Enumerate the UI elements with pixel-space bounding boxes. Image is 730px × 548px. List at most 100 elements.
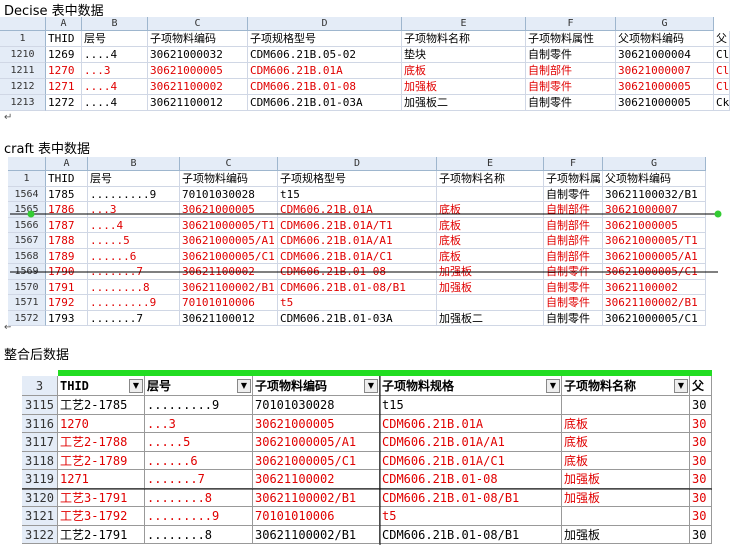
header-cell: THID	[46, 31, 82, 47]
row-number: 3115	[22, 396, 58, 415]
cell: 自制部件	[526, 63, 616, 79]
cell: 自制部件	[544, 248, 603, 264]
cell: 30621100002/B1	[603, 295, 706, 311]
row-number: 1572	[8, 310, 46, 326]
cell: CDM606.21B.01A/C1	[278, 248, 437, 264]
filter-dropdown[interactable]: ▼	[129, 379, 143, 393]
cell: 30	[690, 433, 712, 452]
cell: 30621000005/A1	[603, 248, 706, 264]
row-number: 1	[0, 31, 46, 47]
cell: 30621000005	[603, 217, 706, 233]
row-number: 3116	[22, 414, 58, 433]
cell: ......6	[145, 451, 253, 470]
cell: 1789	[46, 248, 88, 264]
column-letter: G	[616, 17, 714, 31]
cell: CDM606.21B.01A/A1	[380, 433, 562, 452]
filter-dropdown[interactable]: ▼	[546, 379, 560, 393]
cell: CDM606.21B.01-08/B1	[278, 279, 437, 295]
header-cell: 子项物料编码	[253, 376, 380, 396]
cell: 底板	[402, 63, 526, 79]
cell: CDM606.21B.01-08/B1	[380, 488, 562, 507]
cell: 加强板二	[437, 310, 544, 326]
cell: ....4	[82, 95, 148, 111]
row-number: 1567	[8, 233, 46, 249]
corner	[0, 17, 46, 31]
cell: ....4	[82, 79, 148, 95]
header-cell: 子项物料规格	[380, 376, 562, 396]
cell: 1788	[46, 233, 88, 249]
header-cell: 子项物料名称	[562, 376, 690, 396]
cell: .........9	[88, 295, 180, 311]
handle	[27, 210, 35, 218]
cell: 工艺2-1788	[58, 433, 145, 452]
cell: .....5	[88, 233, 180, 249]
cell: 30621000005/T1	[603, 233, 706, 249]
cell: 1785	[46, 186, 88, 202]
cell: 30621000005/C1	[603, 310, 706, 326]
cell: 30	[690, 507, 712, 526]
cell: 70101010006	[180, 295, 278, 311]
column-letter: C	[148, 17, 248, 31]
cell: 工艺3-1792	[58, 507, 145, 526]
cell: CDM606.21B.01A/C1	[380, 451, 562, 470]
row-number: 1	[8, 171, 46, 187]
cell: 70101030028	[180, 186, 278, 202]
cell: ....4	[88, 217, 180, 233]
row-number: 1566	[8, 217, 46, 233]
corner	[8, 157, 46, 171]
header-cell: 子项物料名称	[437, 171, 544, 187]
cell: .......7	[88, 310, 180, 326]
cell: 自制零件	[526, 47, 616, 63]
cell: 加强板二	[402, 95, 526, 111]
section-title: 整合后数据	[4, 348, 70, 360]
row-number: 1212	[0, 79, 46, 95]
row-number: 1211	[0, 63, 46, 79]
row-number: 3117	[22, 433, 58, 452]
row-number: 1213	[0, 95, 46, 111]
filter-dropdown[interactable]: ▼	[364, 379, 378, 393]
cell: 30621000007	[616, 63, 714, 79]
row-number: 1210	[0, 47, 46, 63]
cell: CDM606.21B.05-02	[248, 47, 402, 63]
column-letter: A	[46, 157, 88, 171]
cell: 自制零件	[544, 295, 603, 311]
paragraph-mark: ↵	[4, 112, 13, 123]
cell: 加强板	[562, 488, 690, 507]
cell: 1786	[46, 202, 88, 218]
cell: CDM606.21B.01A/A1	[278, 233, 437, 249]
cell: 1269	[46, 47, 82, 63]
cell: 加强板	[402, 79, 526, 95]
row-number: 1568	[8, 248, 46, 264]
cell: 30621100002	[148, 79, 248, 95]
cell: 30	[690, 396, 712, 415]
cell: CDM606.21B.01-03A	[278, 310, 437, 326]
cell: ........8	[145, 525, 253, 544]
cell: 自制零件	[544, 279, 603, 295]
cell: 30621000004	[616, 47, 714, 63]
cell: 底板	[562, 433, 690, 452]
cell	[437, 186, 544, 202]
cell: ...3	[145, 414, 253, 433]
column-letter: B	[88, 157, 180, 171]
cell: 30621000032	[148, 47, 248, 63]
cell: 30	[690, 470, 712, 489]
cell: ...3	[82, 63, 148, 79]
cell: 底板	[437, 217, 544, 233]
row-number: 3120	[22, 488, 58, 507]
cell: ...3	[88, 202, 180, 218]
cell: 30621000005	[616, 95, 714, 111]
cell: 30621000005/T1	[180, 217, 278, 233]
header-cell: 子项物料属性	[526, 31, 616, 47]
cell: 1792	[46, 295, 88, 311]
filter-dropdown[interactable]: ▼	[237, 379, 251, 393]
cell: 1791	[46, 279, 88, 295]
row-number: 1570	[8, 279, 46, 295]
cell: CDM606.21B.01-08	[380, 470, 562, 489]
cell: .........9	[88, 186, 180, 202]
cell: 1271	[46, 79, 82, 95]
filter-dropdown[interactable]: ▼	[674, 379, 688, 393]
cell: CDM606.21B.01A	[380, 414, 562, 433]
header-cell: 子项规格型号	[248, 31, 402, 47]
